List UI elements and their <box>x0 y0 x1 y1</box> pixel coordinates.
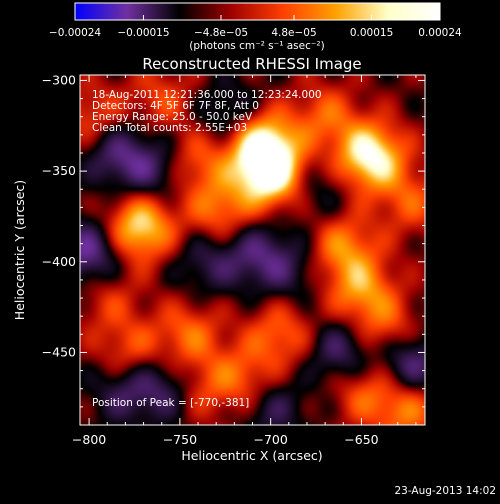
x-tick-label: −800 <box>72 432 106 447</box>
heatmap-image <box>80 75 425 425</box>
x-axis-label: Heliocentric X (arcsec) <box>181 448 322 463</box>
colorbar-ticks: −0.00024 −0.00015 −4.8e−05 4.8e−05 0.00015 0.… <box>49 15 462 39</box>
annotation-peak-position: Position of Peak = [-770,-381] <box>92 397 249 409</box>
colorbar-unit-label: (photons cm⁻² s⁻¹ asec⁻²) <box>189 40 324 52</box>
y-axis-ticks: −300 −350 −400 −450 <box>42 72 425 408</box>
annotation-time-range: 18-Aug-2011 12:21:36.000 to 12:23:24.000 <box>92 89 322 101</box>
y-tick-label: −450 <box>42 344 76 359</box>
colorbar-tick-label: −0.00015 <box>117 27 169 39</box>
colorbar-tick-label: 4.8e−05 <box>271 27 316 39</box>
y-axis-label: Heliocentric Y (arcsec) <box>12 180 27 320</box>
x-axis-ticks: −800 −750 −700 −650 <box>72 75 417 447</box>
colorbar-tick-label: 0.00024 <box>418 27 462 39</box>
colorbar-gradient <box>74 2 441 21</box>
annotation-clean-counts: Clean Total counts: 2.55E+03 <box>92 122 247 134</box>
annotation-energy-range: Energy Range: 25.0 - 50.0 keV <box>92 111 253 123</box>
heatmap-pixels <box>80 75 425 425</box>
chart-title: Reconstructed RHESSI Image <box>142 55 361 73</box>
image-annotations: 18-Aug-2011 12:21:36.000 to 12:23:24.000… <box>92 89 322 409</box>
colorbar-tick-label: 0.00015 <box>350 27 393 39</box>
colorbar: −0.00024 −0.00015 −4.8e−05 4.8e−05 0.00015 0.… <box>49 2 462 52</box>
y-tick-label: −400 <box>42 254 76 269</box>
x-tick-label: −650 <box>344 432 378 447</box>
heatmap-raster <box>80 75 425 425</box>
annotation-detectors: Detectors: 4F 5F 6F 7F 8F, Att 0 <box>92 100 259 112</box>
y-tick-label: −350 <box>42 163 76 178</box>
colorbar-tick-label: −4.8e−05 <box>194 27 248 39</box>
x-tick-label: −750 <box>163 432 197 447</box>
x-tick-label: −700 <box>253 432 287 447</box>
colorbar-tick-label: −0.00024 <box>49 27 102 39</box>
y-tick-label: −300 <box>42 72 76 87</box>
render-timestamp: 23-Aug-2013 14:02 <box>394 485 496 497</box>
